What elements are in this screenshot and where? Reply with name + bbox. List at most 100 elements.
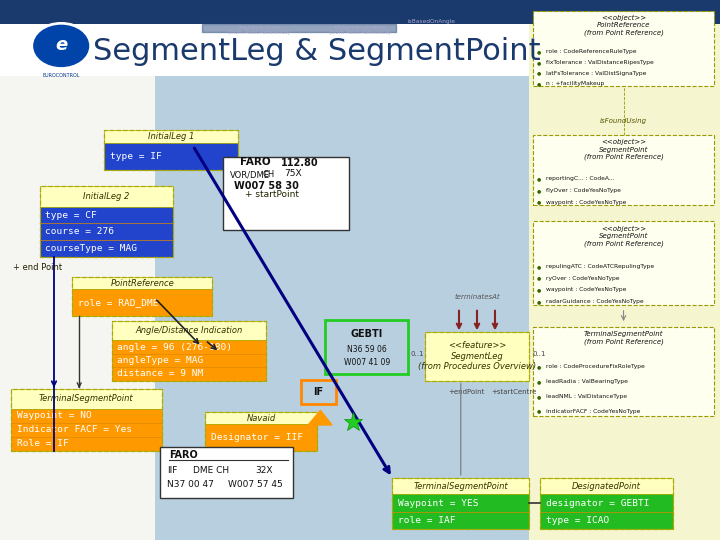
FancyBboxPatch shape bbox=[540, 478, 673, 494]
Text: repulingATC : CodeATCRepulingType: repulingATC : CodeATCRepulingType bbox=[546, 264, 654, 269]
FancyBboxPatch shape bbox=[301, 380, 336, 404]
FancyBboxPatch shape bbox=[40, 207, 173, 256]
Text: +startCentre: +startCentre bbox=[491, 389, 537, 395]
FancyBboxPatch shape bbox=[533, 221, 714, 305]
Text: ●: ● bbox=[536, 379, 541, 384]
Text: InitialLeg 2: InitialLeg 2 bbox=[83, 192, 130, 201]
Text: <<feature>>
SegmentLeg
(from Procedures Overview): <<feature>> SegmentLeg (from Procedures … bbox=[418, 341, 536, 372]
Text: Designator = IIF: Designator = IIF bbox=[211, 433, 303, 442]
FancyBboxPatch shape bbox=[533, 135, 714, 205]
Text: type = CF: type = CF bbox=[45, 211, 97, 220]
Text: role = IAF: role = IAF bbox=[398, 516, 456, 525]
Text: N37 00 47: N37 00 47 bbox=[167, 480, 214, 489]
FancyBboxPatch shape bbox=[325, 320, 408, 374]
Text: reportingC... : CodeA...: reportingC... : CodeA... bbox=[546, 176, 614, 181]
Text: Waypoint = NO: Waypoint = NO bbox=[17, 411, 91, 420]
Text: role : CodeProcedureFixRoleType: role : CodeProcedureFixRoleType bbox=[546, 364, 644, 369]
Text: waypoint : CodeYesNoType: waypoint : CodeYesNoType bbox=[546, 200, 626, 205]
Text: ●: ● bbox=[536, 264, 541, 269]
Text: ●: ● bbox=[536, 71, 541, 76]
FancyBboxPatch shape bbox=[0, 0, 720, 24]
Text: + startPoint: + startPoint bbox=[245, 190, 299, 199]
Text: TerminalSegmentPoint: TerminalSegmentPoint bbox=[39, 394, 134, 403]
Text: 112.80: 112.80 bbox=[281, 158, 318, 168]
Text: role = RAD_DME: role = RAD_DME bbox=[78, 298, 158, 307]
Text: ●: ● bbox=[536, 287, 541, 293]
Text: latFsTolerance : ValDistSignaType: latFsTolerance : ValDistSignaType bbox=[546, 71, 646, 76]
Text: indicatorFACF : CodeYesNoType: indicatorFACF : CodeYesNoType bbox=[546, 409, 640, 414]
Text: designator = GEBTI: designator = GEBTI bbox=[546, 498, 649, 508]
Text: 0..1: 0..1 bbox=[533, 352, 546, 357]
Text: courseType = MAG: courseType = MAG bbox=[45, 244, 138, 253]
Text: ●: ● bbox=[536, 176, 541, 181]
Text: 32X: 32X bbox=[256, 467, 273, 475]
Text: InitialLeg 1: InitialLeg 1 bbox=[148, 132, 194, 140]
FancyBboxPatch shape bbox=[112, 340, 266, 381]
Text: DME CH: DME CH bbox=[193, 467, 229, 475]
FancyBboxPatch shape bbox=[11, 389, 162, 409]
FancyBboxPatch shape bbox=[11, 409, 162, 451]
Text: TerminalSegmentPoint
(from Point Reference): TerminalSegmentPoint (from Point Referen… bbox=[584, 331, 663, 345]
FancyBboxPatch shape bbox=[533, 327, 714, 416]
Circle shape bbox=[34, 25, 89, 66]
FancyBboxPatch shape bbox=[392, 478, 529, 494]
Text: n : +facilityMakeup: n : +facilityMakeup bbox=[546, 81, 604, 86]
Text: distance = 9 NM: distance = 9 NM bbox=[117, 369, 204, 379]
FancyBboxPatch shape bbox=[392, 494, 529, 529]
FancyBboxPatch shape bbox=[72, 289, 212, 316]
Text: angleType = MAG: angleType = MAG bbox=[117, 356, 204, 365]
Text: GEBTI: GEBTI bbox=[351, 329, 383, 339]
Text: DistanceIndication
(from Point Reference): DistanceIndication (from Point Reference… bbox=[329, 25, 391, 36]
FancyBboxPatch shape bbox=[104, 143, 238, 170]
Text: <<object>>
SegmentPoint
(from Point Reference): <<object>> SegmentPoint (from Point Refe… bbox=[584, 139, 663, 160]
Circle shape bbox=[30, 23, 92, 69]
Text: <<object>>
PointReference
(from Point Reference): <<object>> PointReference (from Point Re… bbox=[584, 15, 663, 36]
FancyBboxPatch shape bbox=[205, 412, 317, 424]
Polygon shape bbox=[308, 410, 332, 425]
FancyBboxPatch shape bbox=[104, 130, 238, 143]
Text: angle = 96 (276-180): angle = 96 (276-180) bbox=[117, 342, 233, 352]
Text: FARO: FARO bbox=[240, 157, 271, 167]
Text: 0..1: 0..1 bbox=[410, 352, 424, 357]
Text: <<object>>
SegmentPoint
(from Point Reference): <<object>> SegmentPoint (from Point Refe… bbox=[584, 226, 663, 247]
Text: FARO: FARO bbox=[169, 450, 198, 460]
Text: Indicator FACF = Yes: Indicator FACF = Yes bbox=[17, 426, 132, 434]
Text: e: e bbox=[55, 36, 68, 54]
Text: AngleIndication
(from Point Reference): AngleIndication (from Point Reference) bbox=[228, 25, 290, 36]
Text: N36 59 06: N36 59 06 bbox=[347, 345, 387, 354]
Text: Angle/Distance Indication: Angle/Distance Indication bbox=[135, 326, 243, 335]
Text: IIF: IIF bbox=[167, 467, 177, 475]
Text: fixTolerance : ValDistanceRipesType: fixTolerance : ValDistanceRipesType bbox=[546, 60, 654, 65]
FancyBboxPatch shape bbox=[540, 494, 673, 529]
Text: + end Point: + end Point bbox=[13, 263, 62, 272]
Text: +endPoint: +endPoint bbox=[448, 389, 485, 395]
Text: type = IF: type = IF bbox=[110, 152, 162, 161]
FancyBboxPatch shape bbox=[155, 22, 536, 540]
Text: waypoint : CodeYesNoType: waypoint : CodeYesNoType bbox=[546, 287, 626, 293]
FancyBboxPatch shape bbox=[0, 76, 155, 540]
Text: SegmentLeg & SegmentPoint: SegmentLeg & SegmentPoint bbox=[93, 37, 541, 66]
Text: ●: ● bbox=[536, 409, 541, 414]
Text: DesignatedPoint: DesignatedPoint bbox=[572, 482, 641, 491]
Text: ●: ● bbox=[536, 188, 541, 193]
FancyBboxPatch shape bbox=[205, 424, 317, 451]
Text: terminatesAt: terminatesAt bbox=[454, 294, 500, 300]
Text: ●: ● bbox=[536, 364, 541, 369]
FancyBboxPatch shape bbox=[40, 186, 173, 207]
Text: Waypoint = YES: Waypoint = YES bbox=[398, 498, 479, 508]
Text: leadNML : ValDistanceType: leadNML : ValDistanceType bbox=[546, 394, 626, 399]
Text: role : CodeReferenceRuleType: role : CodeReferenceRuleType bbox=[546, 49, 636, 55]
Text: W007 58 30: W007 58 30 bbox=[234, 181, 299, 191]
Text: PointReference: PointReference bbox=[110, 279, 174, 288]
FancyBboxPatch shape bbox=[112, 321, 266, 340]
Text: ●: ● bbox=[536, 299, 541, 305]
Text: ●: ● bbox=[536, 81, 541, 86]
Text: 75X: 75X bbox=[284, 170, 302, 178]
Text: EUROCONTROL: EUROCONTROL bbox=[42, 73, 80, 78]
Text: ryOver : CodeYesNoType: ryOver : CodeYesNoType bbox=[546, 275, 619, 281]
FancyBboxPatch shape bbox=[425, 332, 529, 381]
Text: Navaid: Navaid bbox=[246, 414, 276, 423]
Text: Role = IF: Role = IF bbox=[17, 440, 68, 448]
Text: flyOver : CodeYesNoType: flyOver : CodeYesNoType bbox=[546, 188, 621, 193]
FancyBboxPatch shape bbox=[223, 157, 349, 230]
